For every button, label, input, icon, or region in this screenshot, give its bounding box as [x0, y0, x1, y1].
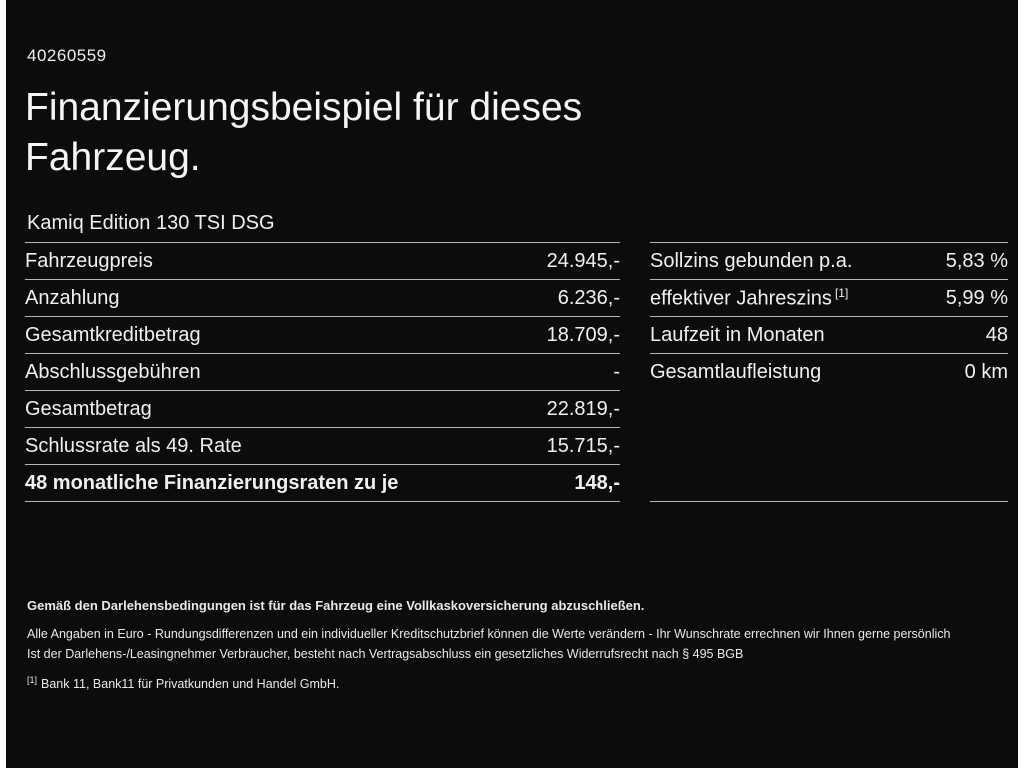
row-label: Sollzins gebunden p.a.	[650, 249, 853, 272]
row-label: Anzahlung	[25, 286, 120, 309]
row-label: Laufzeit in Monaten	[650, 323, 825, 346]
row-label-text: effektiver Jahreszins	[650, 287, 832, 310]
table-row-abschlussgebuehren: Abschlussgebühren -	[25, 353, 620, 390]
row-label: Fahrzeugpreis	[25, 249, 153, 272]
row-value: 5,83 %	[945, 249, 1008, 272]
row-label: Schlussrate als 49. Rate	[25, 434, 242, 457]
footnote-insurance: Gemäß den Darlehensbedingungen ist für d…	[27, 598, 645, 613]
page-title: Finanzierungsbeispiel für dieses Fahrzeu…	[25, 83, 582, 183]
footnote-marker: [1]	[27, 675, 38, 685]
row-label: effektiver Jahreszins [1]	[650, 286, 848, 311]
row-label: Gesamtbetrag	[25, 397, 152, 420]
row-value: 24.945,-	[546, 249, 620, 272]
row-value: 18.709,-	[546, 323, 620, 346]
row-value: 48	[985, 323, 1008, 346]
row-value: 6.236,-	[557, 286, 620, 309]
table-row-schlussrate: Schlussrate als 49. Rate 15.715,-	[25, 427, 620, 464]
table-row-monatsrate: 48 monatliche Finanzierungsraten zu je 1…	[25, 464, 620, 501]
row-label: Gesamtlaufleistung	[650, 360, 822, 383]
row-value: 15.715,-	[546, 434, 620, 457]
page-title-line2: Fahrzeug.	[25, 136, 201, 179]
table-row-sollzins: Sollzins gebunden p.a. 5,83 %	[650, 242, 1008, 279]
finance-table-right: Sollzins gebunden p.a. 5,83 % effektiver…	[650, 242, 1008, 502]
left-edge-strip	[0, 0, 6, 768]
row-value: 22.819,-	[546, 397, 620, 420]
finance-tables: Fahrzeugpreis 24.945,- Anzahlung 6.236,-…	[25, 242, 1008, 502]
footnote-marker: [1]	[834, 285, 849, 300]
row-value: 0 km	[964, 360, 1008, 383]
footnote-bank-text: Bank 11, Bank11 für Privatkunden und Han…	[41, 677, 340, 692]
row-value: 5,99 %	[945, 286, 1008, 309]
table-row-gesamtbetrag: Gesamtbetrag 22.819,-	[25, 390, 620, 427]
footnote-widerrufsrecht: Ist der Darlehens-/Leasingnehmer Verbrau…	[27, 647, 744, 661]
row-label: Gesamtkreditbetrag	[25, 323, 201, 346]
finance-table-left: Fahrzeugpreis 24.945,- Anzahlung 6.236,-…	[25, 242, 620, 502]
footnotes: Gemäß den Darlehensbedingungen ist für d…	[27, 598, 1002, 694]
row-label: 48 monatliche Finanzierungsraten zu je	[25, 471, 399, 494]
row-value: 148,-	[574, 471, 620, 494]
table-row-fahrzeugpreis: Fahrzeugpreis 24.945,-	[25, 242, 620, 279]
footnote-bank: [1] Bank 11, Bank11 für Privatkunden und …	[27, 670, 1002, 694]
table-row-anzahlung: Anzahlung 6.236,-	[25, 279, 620, 316]
right-edge-strip	[1018, 0, 1024, 768]
table-row-gesamtkreditbetrag: Gesamtkreditbetrag 18.709,-	[25, 316, 620, 353]
row-label: Abschlussgebühren	[25, 360, 201, 383]
table-row-laufzeit: Laufzeit in Monaten 48	[650, 316, 1008, 353]
vehicle-id: 40260559	[27, 46, 107, 65]
table-row-effektiver-jahreszins: effektiver Jahreszins [1] 5,99 %	[650, 279, 1008, 316]
table-row-gesamtlaufleistung: Gesamtlaufleistung 0 km	[650, 353, 1008, 390]
footnote-euro-disclaimer: Alle Angaben in Euro - Rundungsdifferenz…	[27, 627, 951, 641]
row-value: -	[613, 360, 620, 383]
page-title-line1: Finanzierungsbeispiel für dieses	[25, 86, 583, 129]
vehicle-model: Kamiq Edition 130 TSI DSG	[27, 212, 275, 234]
